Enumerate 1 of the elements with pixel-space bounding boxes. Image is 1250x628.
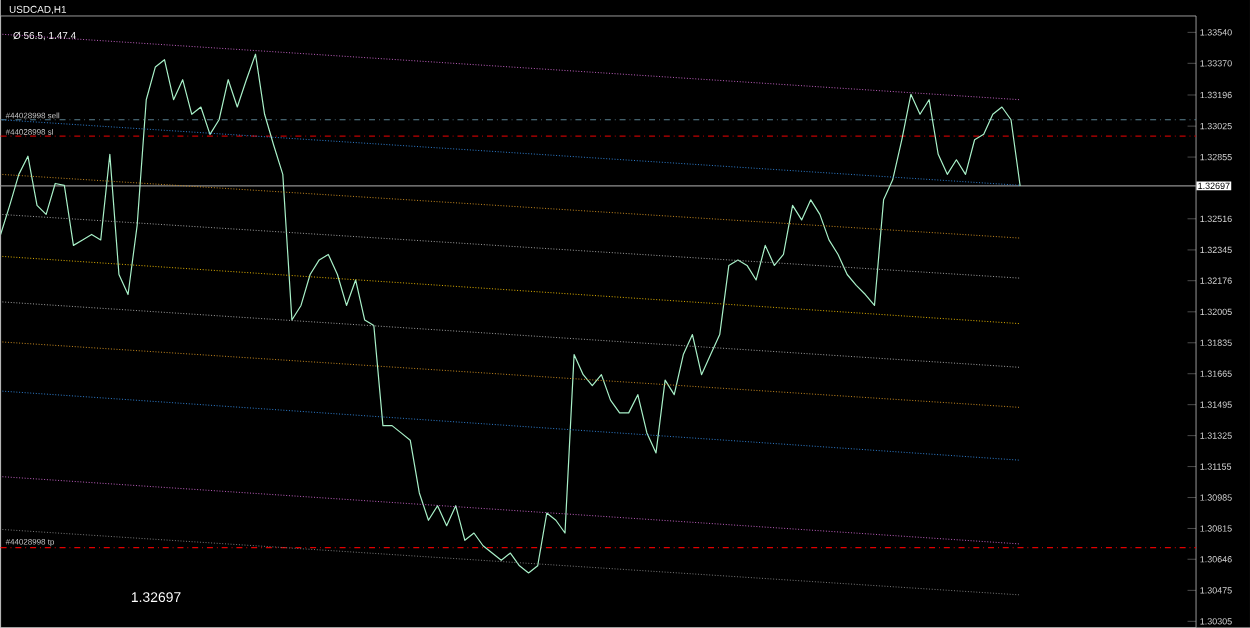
line-series bbox=[0, 53, 1021, 574]
